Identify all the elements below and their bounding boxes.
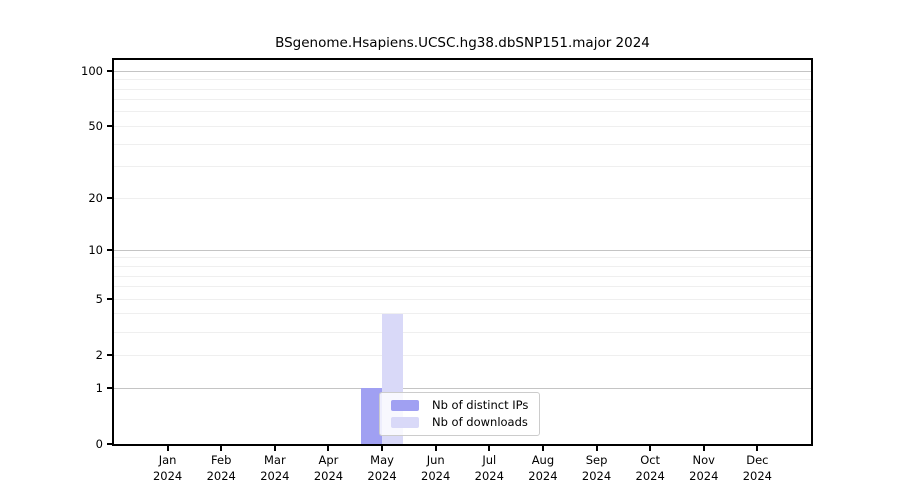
- y-tick-label-20: 20: [88, 191, 103, 206]
- x-tick-label-jun: Jun 2024: [394, 453, 478, 484]
- gridline-y-30: [114, 166, 811, 168]
- x-tick-label-nov: Nov 2024: [662, 453, 746, 484]
- y-tick-label-0: 0: [95, 437, 103, 451]
- x-label-month: Jun: [426, 453, 445, 467]
- gridline-y-70: [114, 99, 811, 101]
- x-label-year: 2024: [421, 468, 451, 483]
- y-tick-label-100: 100: [81, 64, 103, 79]
- x-label-month: Mar: [263, 453, 286, 467]
- gridline-y-5: [114, 298, 811, 300]
- legend-item-nb-of-distinct-ips: Nb of distinct IPs: [391, 397, 528, 414]
- x-label-year: 2024: [260, 468, 290, 483]
- gridline-y-40: [114, 143, 811, 145]
- y-tick-label-1: 1: [95, 381, 103, 395]
- x-label-month: Sep: [585, 453, 608, 467]
- y-tick-label-5: 5: [95, 292, 103, 307]
- x-tick-label-feb: Feb 2024: [179, 453, 263, 484]
- legend-swatch-nb-of-distinct-ips: [391, 400, 419, 411]
- gridline-y-4: [114, 313, 811, 315]
- y-tick-label-50: 50: [88, 119, 103, 134]
- x-tick-nov: [702, 446, 705, 451]
- x-tick-apr: [327, 446, 330, 451]
- x-tick-jan: [166, 446, 169, 451]
- x-tick-may: [381, 446, 384, 451]
- x-tick-feb: [220, 446, 223, 451]
- x-label-month: Feb: [211, 453, 232, 467]
- gridline-y-1: [114, 387, 811, 389]
- gridline-y-6: [114, 286, 811, 288]
- gridline-y-100: [114, 70, 811, 72]
- plot-area: Nb of distinct IPs Nb of downloads: [112, 58, 813, 446]
- x-tick-aug: [541, 446, 544, 451]
- x-label-year: 2024: [528, 468, 558, 483]
- bar-nb-of-distinct-ips-may: [361, 388, 383, 444]
- legend-swatch-nb-of-downloads: [391, 417, 419, 428]
- legend-label-nb-of-downloads: Nb of downloads: [432, 415, 528, 429]
- x-label-month: Jul: [482, 453, 497, 467]
- x-tick-label-jan: Jan 2024: [126, 453, 210, 484]
- x-tick-label-may: May 2024: [340, 453, 424, 484]
- y-tick-label-10: 10: [88, 243, 103, 258]
- gridline-y-3: [114, 331, 811, 333]
- y-tick-label-2: 2: [95, 348, 103, 363]
- x-tick-jun: [434, 446, 437, 451]
- x-tick-label-oct: Oct 2024: [608, 453, 692, 484]
- gridline-y-9: [114, 257, 811, 259]
- x-label-month: Oct: [640, 453, 661, 467]
- x-tick-sep: [595, 446, 598, 451]
- x-tick-label-mar: Mar 2024: [233, 453, 317, 484]
- x-tick-oct: [649, 446, 652, 451]
- x-label-year: 2024: [742, 468, 773, 483]
- x-label-month: Apr: [318, 453, 339, 467]
- legend: Nb of distinct IPs Nb of downloads: [379, 392, 541, 436]
- gridline-y-20: [114, 197, 811, 199]
- x-label-year: 2024: [581, 468, 612, 483]
- gridline-y-10: [114, 249, 811, 251]
- gridline-y-90: [114, 79, 811, 81]
- gridline-y-2: [114, 354, 811, 356]
- x-label-month: Aug: [531, 453, 555, 467]
- x-label-year: 2024: [474, 468, 504, 483]
- x-label-year: 2024: [206, 468, 236, 483]
- gridline-y-80: [114, 88, 811, 90]
- x-label-year: 2024: [313, 468, 344, 483]
- x-tick-label-apr: Apr 2024: [286, 453, 370, 484]
- x-tick-label-sep: Sep 2024: [555, 453, 639, 484]
- legend-item-nb-of-downloads: Nb of downloads: [391, 414, 528, 431]
- x-tick-mar: [273, 446, 276, 451]
- legend-label-nb-of-distinct-ips: Nb of distinct IPs: [432, 398, 529, 412]
- x-label-year: 2024: [367, 468, 397, 483]
- x-label-month: Jan: [158, 453, 177, 467]
- gridline-y-8: [114, 266, 811, 267]
- x-label-year: 2024: [689, 468, 719, 483]
- x-tick-jul: [488, 446, 491, 451]
- x-label-month: Nov: [692, 453, 715, 467]
- x-tick-label-jul: Jul 2024: [447, 453, 531, 484]
- gridline-y-7: [114, 275, 811, 277]
- x-label-month: Dec: [746, 453, 769, 467]
- x-label-year: 2024: [152, 468, 183, 483]
- x-tick-label-dec: Dec 2024: [715, 453, 799, 484]
- gridline-y-50: [114, 125, 811, 127]
- gridline-y-60: [114, 111, 811, 113]
- chart-title: BSgenome.Hsapiens.UCSC.hg38.dbSNP151.maj…: [275, 35, 650, 51]
- x-label-month: May: [370, 453, 394, 467]
- x-tick-dec: [756, 446, 759, 451]
- x-tick-label-aug: Aug 2024: [501, 453, 585, 484]
- x-label-year: 2024: [635, 468, 665, 483]
